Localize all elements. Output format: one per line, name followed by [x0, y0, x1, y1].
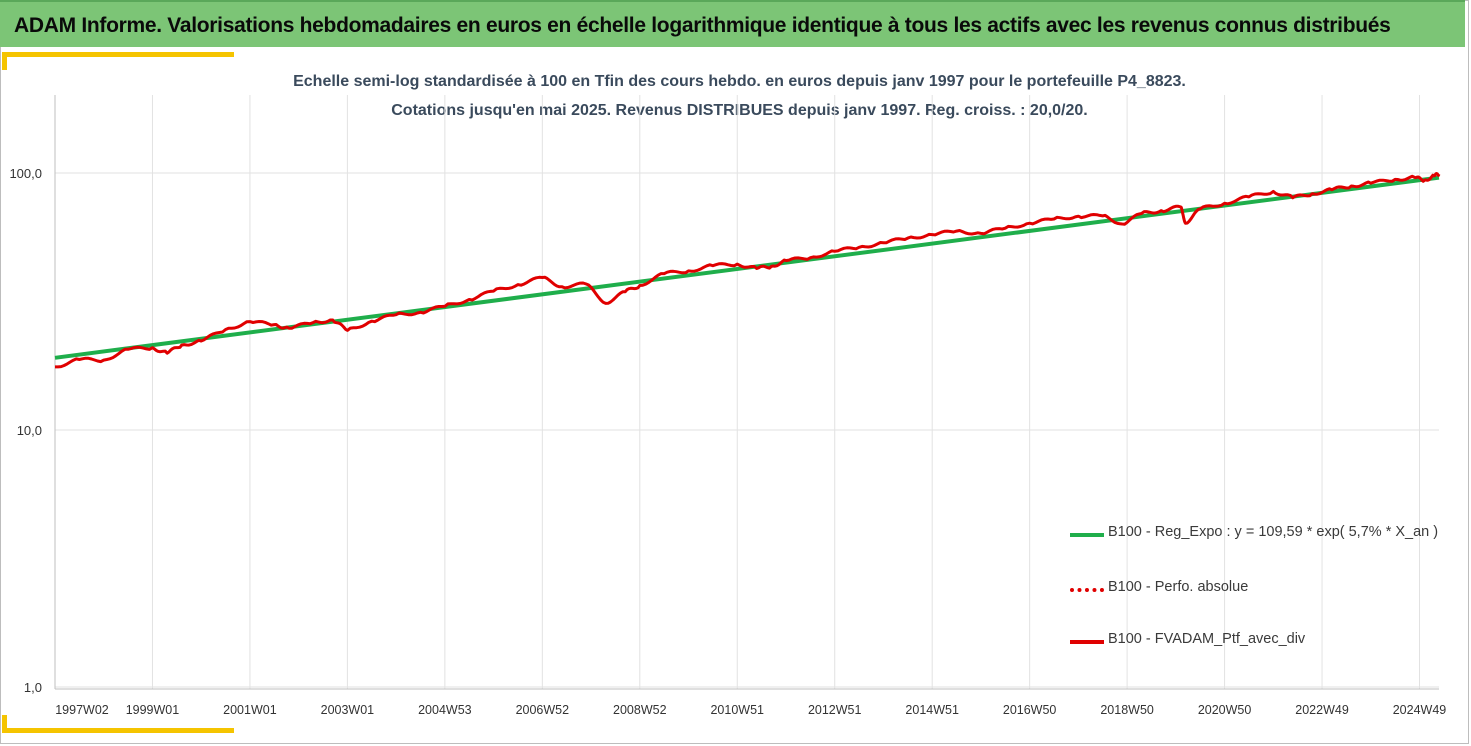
x-tick-label: 2024W49	[1393, 703, 1447, 717]
chart-title: Echelle semi-log standardisée à 100 en T…	[293, 73, 1186, 90]
series-portfolio-line	[55, 172, 1441, 369]
x-tick-label: 2018W50	[1100, 703, 1154, 717]
legend-swatch-regression	[1070, 533, 1104, 537]
x-tick-label: 1997W02	[55, 703, 109, 717]
x-tick-label: 2008W52	[613, 703, 667, 717]
banner-title: ADAM Informe. Valorisations hebdomadaire…	[14, 14, 1391, 37]
x-tick-label: 1999W01	[126, 703, 180, 717]
chart-subtitle: Cotations jusqu'en mai 2025. Revenus DIS…	[391, 102, 1088, 119]
y-tick-label: 1,0	[24, 680, 42, 695]
x-tick-label: 2012W51	[808, 703, 862, 717]
x-tick-label: 2010W51	[710, 703, 764, 717]
x-tick-label: 2016W50	[1003, 703, 1057, 717]
title-banner: ADAM Informe. Valorisations hebdomadaire…	[0, 0, 1465, 47]
legend-label-perfo-absolue: B100 - Perfo. absolue	[1108, 579, 1249, 595]
x-tick-label: 2022W49	[1295, 703, 1349, 717]
x-tick-label: 2001W01	[223, 703, 277, 717]
legend-label-portfolio: B100 - FVADAM_Ptf_avec_div	[1108, 631, 1306, 647]
x-tick-label: 2004W53	[418, 703, 472, 717]
corner-accent-top	[2, 52, 234, 57]
x-tick-label: 2006W52	[516, 703, 570, 717]
x-tick-label: 2014W51	[905, 703, 959, 717]
corner-accent-bottom	[2, 728, 234, 733]
y-tick-label: 10,0	[17, 423, 42, 438]
legend-swatch-portfolio	[1070, 640, 1104, 644]
x-tick-label: 2020W50	[1198, 703, 1252, 717]
x-tick-label: 2003W01	[321, 703, 375, 717]
corner-accent-top-vertical	[2, 52, 7, 70]
legend-swatch-perfo-absolue	[1070, 588, 1104, 592]
corner-accent-bottom-vertical	[2, 715, 7, 733]
legend-label-regression: B100 - Reg_Expo : y = 109,59 * exp( 5,7%…	[1108, 524, 1439, 540]
y-tick-label: 100,0	[9, 166, 42, 181]
